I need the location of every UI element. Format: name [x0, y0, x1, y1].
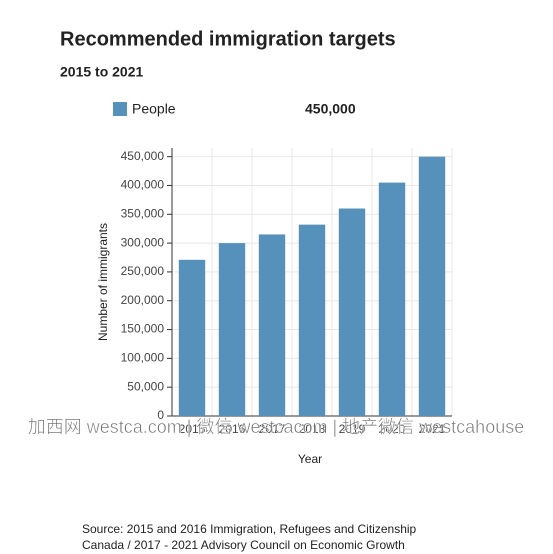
bar [378, 182, 406, 416]
bar [258, 234, 286, 416]
x-tick-label: 2017 [259, 422, 286, 436]
y-tick-label: 100,000 [121, 351, 165, 365]
bar [218, 243, 246, 416]
x-tick-label: 2019 [339, 422, 366, 436]
source-line: Source: 2015 and 2016 Immigration, Refug… [82, 522, 417, 536]
chart-subtitle: 2015 to 2021 [60, 64, 143, 80]
legend-label[interactable]: People [132, 101, 176, 117]
y-axis-label: Number of immigrants [96, 223, 110, 341]
y-tick-label: 150,000 [121, 322, 165, 336]
y-tick-label: 450,000 [121, 149, 165, 163]
y-tick-label: 200,000 [121, 293, 165, 307]
y-tick-label: 50,000 [127, 379, 164, 393]
y-tick-label: 300,000 [121, 235, 165, 249]
y-tick-label: 0 [157, 408, 164, 422]
x-tick-label: 2021 [419, 422, 446, 436]
bar [178, 259, 206, 416]
x-tick-label: 2015 [179, 422, 206, 436]
y-tick-label: 250,000 [121, 264, 165, 278]
y-tick-label: 400,000 [121, 178, 165, 192]
x-tick-label: 2016 [219, 422, 246, 436]
legend-swatch [113, 102, 127, 116]
watermark: 加西网 westca.com | 微信 westcacom | 地产微信 wes… [28, 417, 524, 437]
x-tick-label: 2018 [299, 422, 326, 436]
legend-value: 450,000 [305, 101, 356, 117]
bar [338, 208, 366, 416]
source-line: Canada / 2017 - 2021 Advisory Council on… [82, 538, 405, 552]
x-tick-label: 2020 [379, 422, 406, 436]
x-axis-label: Year [298, 452, 322, 466]
bar [298, 224, 326, 416]
bar [418, 156, 446, 417]
y-tick-label: 350,000 [121, 206, 165, 220]
chart-title: Recommended immigration targets [60, 28, 396, 50]
